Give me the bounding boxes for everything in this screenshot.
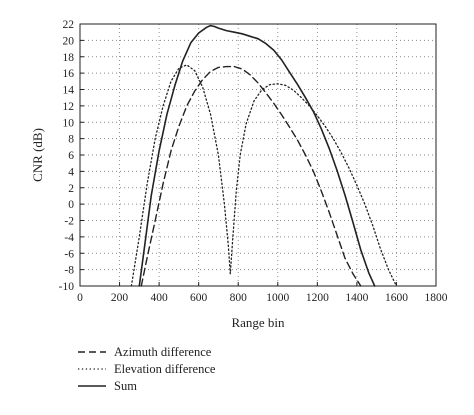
y-tick-label: 2 bbox=[68, 183, 74, 195]
y-tick-label: 6 bbox=[68, 150, 74, 162]
legend-label-sum: Sum bbox=[114, 379, 137, 393]
y-axis-title: CNR (dB) bbox=[30, 128, 45, 182]
y-tick-label: -2 bbox=[64, 216, 74, 228]
y-tick-label: -8 bbox=[64, 265, 74, 277]
x-tick-label: 400 bbox=[150, 292, 168, 304]
x-tick-label: 1200 bbox=[306, 292, 329, 304]
axis-ticks bbox=[79, 23, 437, 287]
x-tick-label: 1800 bbox=[425, 292, 448, 304]
y-tick-label: 0 bbox=[68, 199, 74, 211]
y-tick-label: 22 bbox=[63, 19, 75, 31]
plot-frame bbox=[79, 23, 437, 287]
y-tick-label: 14 bbox=[63, 85, 75, 97]
x-tick-label: 600 bbox=[190, 292, 208, 304]
x-tick-labels: 0 200 400 600 800 1000 1200 1400 1600 1800 bbox=[77, 292, 448, 304]
y-tick-labels: -10 -8 -6 -4 -2 0 2 4 6 8 10 12 14 16 18 20 22 bbox=[59, 19, 75, 293]
y-tick-label: 4 bbox=[68, 166, 74, 178]
series-line-sum bbox=[138, 24, 376, 287]
x-tick-label: 1400 bbox=[345, 292, 368, 304]
grid-lines bbox=[80, 24, 436, 286]
x-tick-label: 200 bbox=[111, 292, 129, 304]
x-axis-title: Range bin bbox=[231, 315, 285, 330]
y-tick-label: 18 bbox=[63, 52, 75, 64]
y-tick-label: 12 bbox=[63, 101, 75, 113]
y-tick-label: 16 bbox=[63, 68, 75, 80]
legend-label-azimuth-difference: Azimuth difference bbox=[114, 345, 212, 359]
x-tick-label: 0 bbox=[77, 292, 83, 304]
y-tick-label: 8 bbox=[68, 134, 74, 146]
x-tick-label: 1000 bbox=[266, 292, 289, 304]
legend-label-elevation-difference: Elevation difference bbox=[114, 362, 216, 376]
series-line-azimuth-difference bbox=[140, 65, 362, 287]
y-tick-label: 10 bbox=[63, 117, 75, 129]
y-tick-label: -6 bbox=[64, 248, 74, 260]
y-tick-label: -4 bbox=[64, 232, 74, 244]
legend: Azimuth difference Elevation difference Su… bbox=[78, 345, 216, 393]
series-line-elevation-difference bbox=[130, 64, 398, 287]
y-tick-label: 20 bbox=[63, 35, 75, 47]
x-tick-label: 1600 bbox=[385, 292, 408, 304]
x-tick-label: 800 bbox=[230, 292, 248, 304]
y-tick-label: -10 bbox=[59, 281, 75, 293]
series-lines bbox=[130, 24, 398, 287]
